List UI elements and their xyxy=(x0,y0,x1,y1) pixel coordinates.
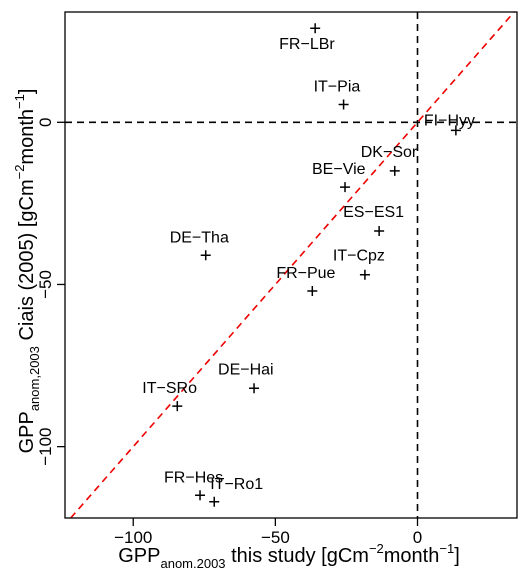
point-marker xyxy=(195,490,206,501)
point-marker xyxy=(307,285,318,296)
y-axis: −100 −50 0 xyxy=(36,118,65,466)
point-label: DE−Hai xyxy=(218,361,274,378)
data-point: FR−Pue xyxy=(276,265,336,296)
point-label: BE−Vie xyxy=(312,161,366,178)
point-label: DK−Sor xyxy=(361,144,418,161)
data-point: IT−Cpz xyxy=(333,248,385,280)
point-marker xyxy=(209,496,220,507)
point-label: ES−ES1 xyxy=(343,204,404,221)
point-marker xyxy=(374,225,385,236)
point-label: FI−Hyy xyxy=(424,112,475,129)
point-label: IT−Cpz xyxy=(333,248,385,265)
point-label: FR−Pue xyxy=(276,265,335,282)
reference-lines xyxy=(65,11,517,519)
x-axis-title: GPPanom.2003 this study [gCm−2month−1] xyxy=(118,541,460,570)
y-axis-title: GPPanom,2003 Ciais (2005) [gCm−2month−1] xyxy=(12,89,42,454)
data-point: IT−SRo xyxy=(142,380,197,412)
point-marker xyxy=(359,269,370,280)
point-marker xyxy=(340,182,351,193)
x-tick-label: −50 xyxy=(261,528,290,547)
point-label: IT−SRo xyxy=(142,380,197,397)
data-point: BE−Vie xyxy=(312,161,366,193)
point-marker xyxy=(338,99,349,110)
data-point: DE−Hai xyxy=(218,361,274,394)
data-point: IT−Pia xyxy=(314,78,361,110)
point-label: DE−Tha xyxy=(170,229,229,246)
point-marker xyxy=(389,165,400,176)
data-point: IT−Ro1 xyxy=(209,476,263,507)
point-marker xyxy=(450,125,461,136)
point-label: FR−Hes xyxy=(164,469,223,486)
point-label: IT−Pia xyxy=(314,78,361,95)
y-axis-title-group: GPPanom,2003 Ciais (2005) [gCm−2month−1] xyxy=(12,89,42,454)
data-point: FR−LBr xyxy=(279,23,335,53)
point-marker xyxy=(310,23,321,34)
data-point: DK−Sor xyxy=(361,144,418,176)
x-tick-label: −100 xyxy=(114,528,152,547)
data-point: FI−Hyy xyxy=(424,112,475,136)
point-label: FR−LBr xyxy=(279,36,335,53)
data-point: DE−Tha xyxy=(170,229,229,261)
point-marker xyxy=(200,250,211,261)
point-marker xyxy=(172,401,183,412)
x-tick-label: 0 xyxy=(413,528,422,547)
point-label: IT−Ro1 xyxy=(210,476,263,493)
plot-frame xyxy=(64,11,518,519)
x-axis: −100 −50 0 xyxy=(114,518,422,547)
data-point: ES−ES1 xyxy=(343,204,404,236)
y-tick-label: −50 xyxy=(36,270,55,299)
y-tick-label: 0 xyxy=(36,118,55,127)
point-marker xyxy=(249,383,260,394)
data-point: FR−Hes xyxy=(164,469,223,501)
y-tick-label: −100 xyxy=(36,427,55,465)
identity-line xyxy=(70,11,515,519)
